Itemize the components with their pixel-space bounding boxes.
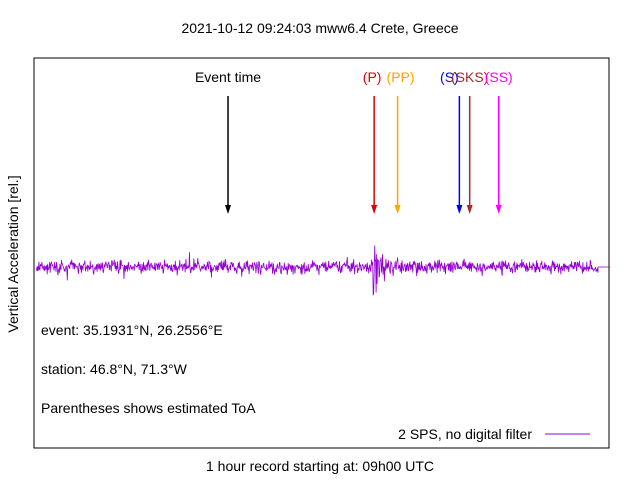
marker-event-time: Event time [195,69,261,214]
marker-arrowhead [225,205,232,214]
x-axis-label: 1 hour record starting at: 09h00 UTC [206,458,434,474]
marker-label: (SKS) [451,69,488,85]
legend-label: 2 SPS, no digital filter [398,426,532,442]
marker-pp: (PP) [387,69,415,214]
marker-s: (S) [440,69,463,214]
annotation-event: event: 35.1931°N, 26.2556°E [41,322,223,338]
chart-title: 2021-10-12 09:24:03 mww6.4 Crete, Greece [181,20,458,36]
marker-sks: (SKS) [451,69,488,214]
marker-label: (SS) [485,69,513,85]
y-axis-label: Vertical Acceleration [rel.] [5,175,21,332]
plot-frame [33,57,610,449]
marker-arrowhead [371,205,378,214]
waveform-trace [35,245,610,296]
series-line-2sps [35,245,610,296]
marker-label: Event time [195,69,261,85]
marker-arrowhead [466,205,473,214]
annotation-toa-note: Parentheses shows estimated ToA [41,400,256,416]
marker-arrowhead [456,205,463,214]
marker-label: (P) [363,69,382,85]
annotation-station: station: 46.8°N, 71.3°W [41,361,188,377]
marker-p: (P) [363,69,382,214]
marker-arrowhead [495,205,502,214]
marker-ss: (SS) [485,69,513,214]
marker-label: (S) [440,69,459,85]
marker-label: (PP) [387,69,415,85]
phase-markers: Event time (P) (PP) (S)(SKS)(SS) [195,69,513,214]
marker-arrowhead [394,205,401,214]
